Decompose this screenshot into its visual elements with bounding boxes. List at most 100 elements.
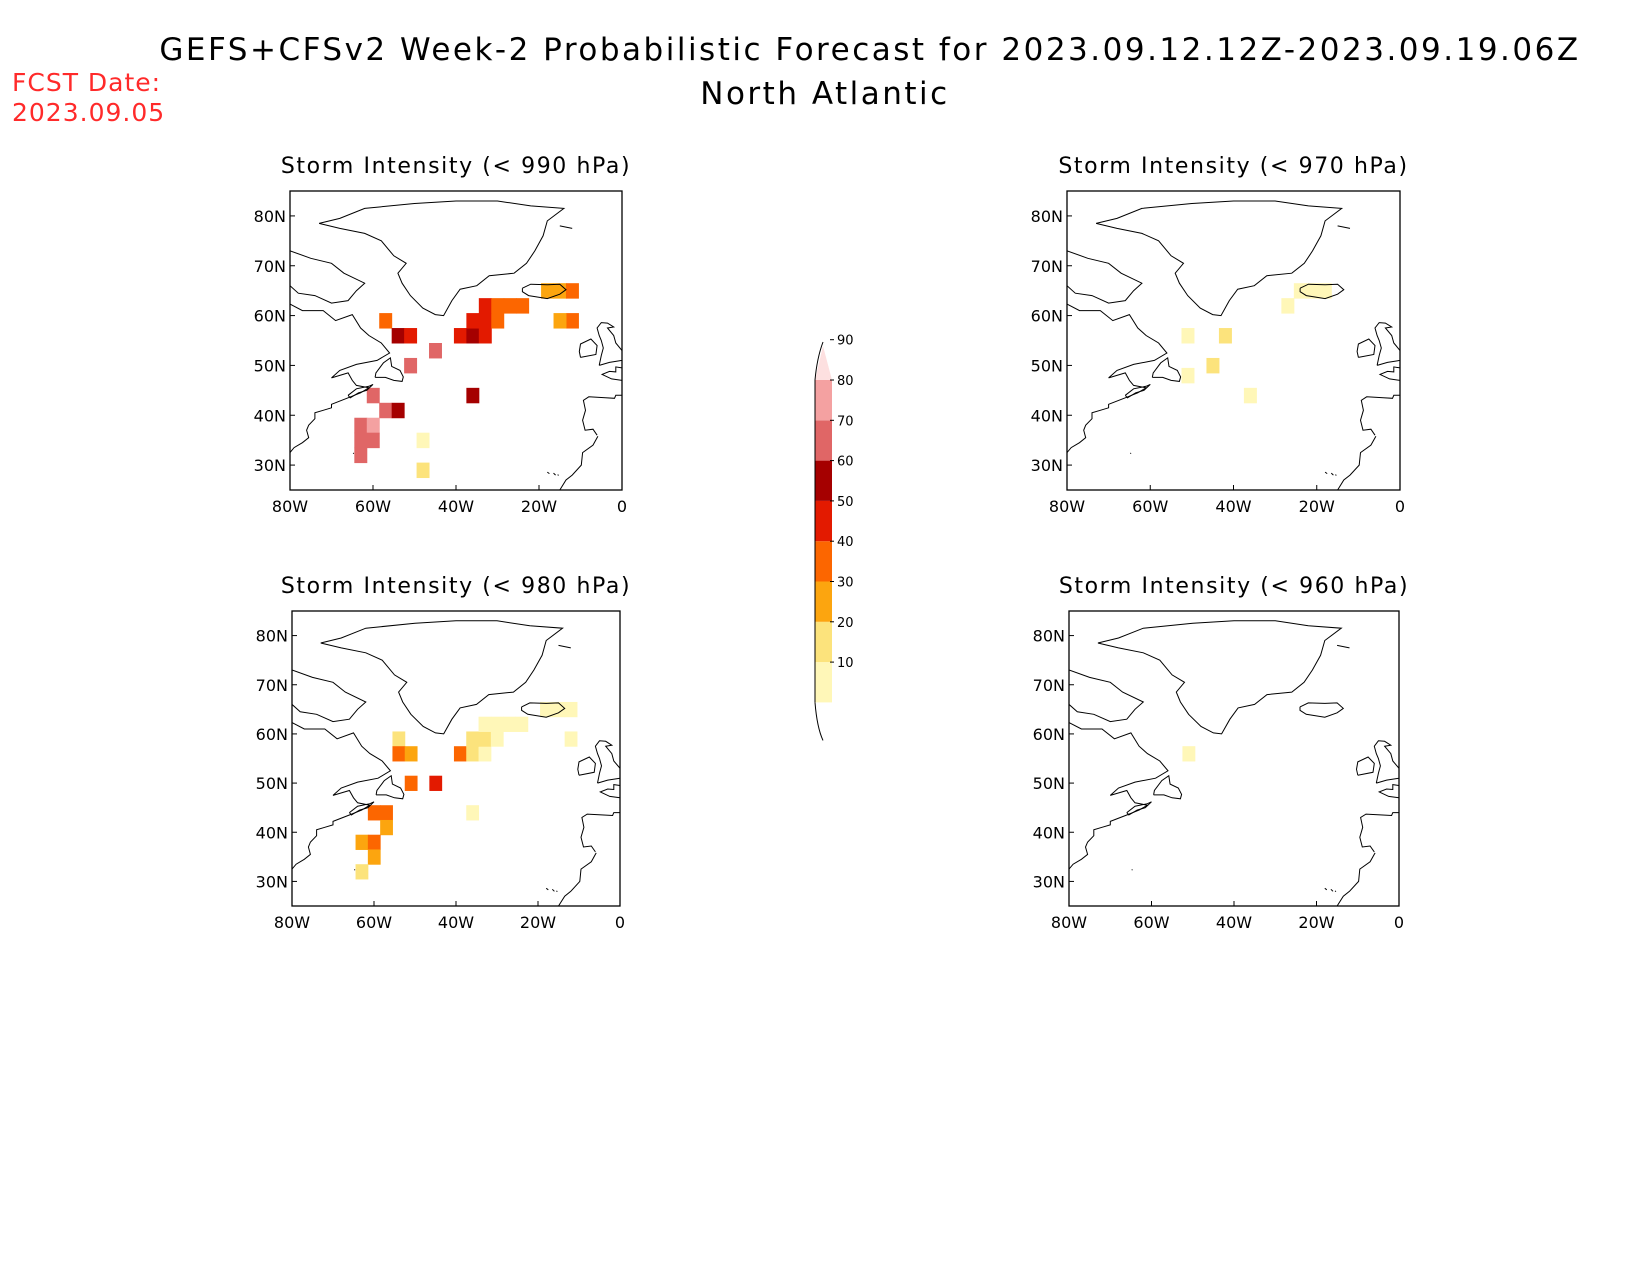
probability-cells	[354, 283, 579, 479]
probability-cell	[404, 746, 418, 762]
colorbar-label: 20	[837, 616, 854, 631]
coastline	[578, 338, 598, 358]
y-tick-label: 40N	[1031, 406, 1063, 425]
coastline	[1330, 472, 1334, 476]
y-tick-label: 50N	[256, 774, 288, 793]
y-tick-label: 50N	[254, 356, 286, 375]
y-tick-label: 60N	[254, 307, 286, 326]
coastline	[1299, 702, 1345, 718]
probability-cell	[379, 313, 393, 329]
probability-cell	[366, 432, 380, 449]
x-tick-label: 40W	[1216, 913, 1252, 932]
colorbar-top-triangle	[815, 346, 832, 380]
region-subtitle: North Atlantic	[700, 76, 950, 112]
y-tick-label: 70N	[254, 257, 286, 276]
colorbar-segment-4	[815, 541, 832, 582]
coastline	[1337, 435, 1377, 490]
coastline	[1359, 394, 1400, 436]
coastline	[290, 303, 391, 453]
probability-cell	[466, 731, 480, 747]
probability-cell	[564, 701, 578, 718]
probability-cell	[466, 328, 480, 344]
coastline	[1067, 250, 1143, 304]
coastline	[1359, 812, 1399, 853]
map-panel-2: Storm Intensity (< 970 hPa) 80W 60W 40W 20W 0…	[1031, 154, 1407, 516]
coastline	[1377, 784, 1399, 799]
probability-cell	[478, 313, 492, 329]
y-tick-label: 40N	[256, 823, 288, 842]
coastline	[1069, 669, 1145, 723]
y-tick-label: 40N	[1033, 823, 1065, 842]
probability-cell	[366, 417, 380, 434]
coastline	[1153, 774, 1183, 800]
probability-cell	[380, 819, 393, 836]
probability-cell	[515, 716, 529, 732]
colorbar-label: 70	[837, 414, 854, 429]
x-tick-label: 80W	[1051, 913, 1087, 932]
x-tick-label: 0	[617, 497, 627, 516]
coastline	[374, 357, 404, 382]
coastline	[600, 366, 622, 381]
probability-cell	[391, 328, 405, 344]
y-tick-label: 80N	[1033, 627, 1065, 646]
y-tick-label: 60N	[1031, 307, 1063, 326]
coastline	[545, 887, 549, 891]
x-tick-label: 60W	[355, 497, 391, 516]
colorbar-segment-2	[815, 621, 832, 663]
probability-cell	[490, 731, 504, 747]
colorbar-segment-8	[815, 380, 832, 421]
coastlines	[1067, 200, 1400, 490]
probability-cell	[404, 775, 418, 791]
probability-cell	[1206, 357, 1220, 374]
x-tick-label: 60W	[356, 913, 392, 932]
coastline	[1324, 471, 1328, 475]
probability-cell	[565, 283, 579, 299]
x-tick-label: 80W	[1049, 497, 1085, 516]
colorbar-label: 90	[837, 334, 854, 349]
probability-cells	[1181, 283, 1332, 404]
y-tick-label: 60N	[256, 725, 288, 744]
coastline	[1335, 474, 1337, 476]
x-tick-label: 20W	[520, 913, 556, 932]
coastline	[580, 812, 620, 853]
probability-cell	[478, 298, 492, 314]
panel-title: Storm Intensity (< 990 hPa)	[281, 154, 631, 179]
y-tick-label: 70N	[1033, 676, 1065, 695]
coastline	[1337, 644, 1350, 649]
coastline	[547, 471, 550, 475]
coastline	[1324, 887, 1328, 891]
probability-cell	[491, 313, 505, 329]
y-tick-label: 80N	[1031, 207, 1063, 226]
probability-cell	[503, 716, 516, 732]
map-frame	[1066, 190, 1401, 491]
coastline	[292, 669, 367, 723]
coastline	[290, 250, 366, 304]
y-tick-label: 60N	[1033, 725, 1065, 744]
y-tick-label: 70N	[1031, 257, 1063, 276]
probability-cells	[1182, 746, 1196, 762]
probability-cell	[404, 357, 418, 374]
colorbar-label: 50	[837, 495, 854, 510]
coastline	[559, 225, 573, 229]
coastline	[596, 322, 622, 366]
coastline	[1373, 740, 1399, 784]
coastline	[521, 283, 567, 300]
colorbar-label: 30	[837, 576, 854, 591]
coastline	[354, 869, 356, 871]
y-tick-label: 30N	[256, 872, 288, 891]
probability-cell	[367, 849, 381, 865]
probability-cell	[490, 716, 504, 732]
coastline	[1334, 890, 1337, 893]
y-tick-label: 30N	[1033, 872, 1065, 891]
probability-cell	[453, 328, 467, 344]
map-panel-3: Storm Intensity (< 980 hPa) 80W 60W 40W 20W 0…	[256, 574, 630, 932]
colorbar-segment-1	[815, 662, 832, 703]
coastline	[558, 852, 597, 906]
x-tick-label: 0	[615, 913, 625, 932]
colorbar-label: 80	[837, 374, 854, 389]
y-tick-label: 80N	[256, 627, 288, 646]
map-panel-4: Storm Intensity (< 960 hPa) 80W 60W 40W 20W 0…	[1033, 574, 1409, 932]
panel-title: Storm Intensity (< 960 hPa)	[1059, 574, 1409, 599]
coastline	[599, 784, 620, 799]
colorbar-segment-3	[815, 581, 832, 622]
